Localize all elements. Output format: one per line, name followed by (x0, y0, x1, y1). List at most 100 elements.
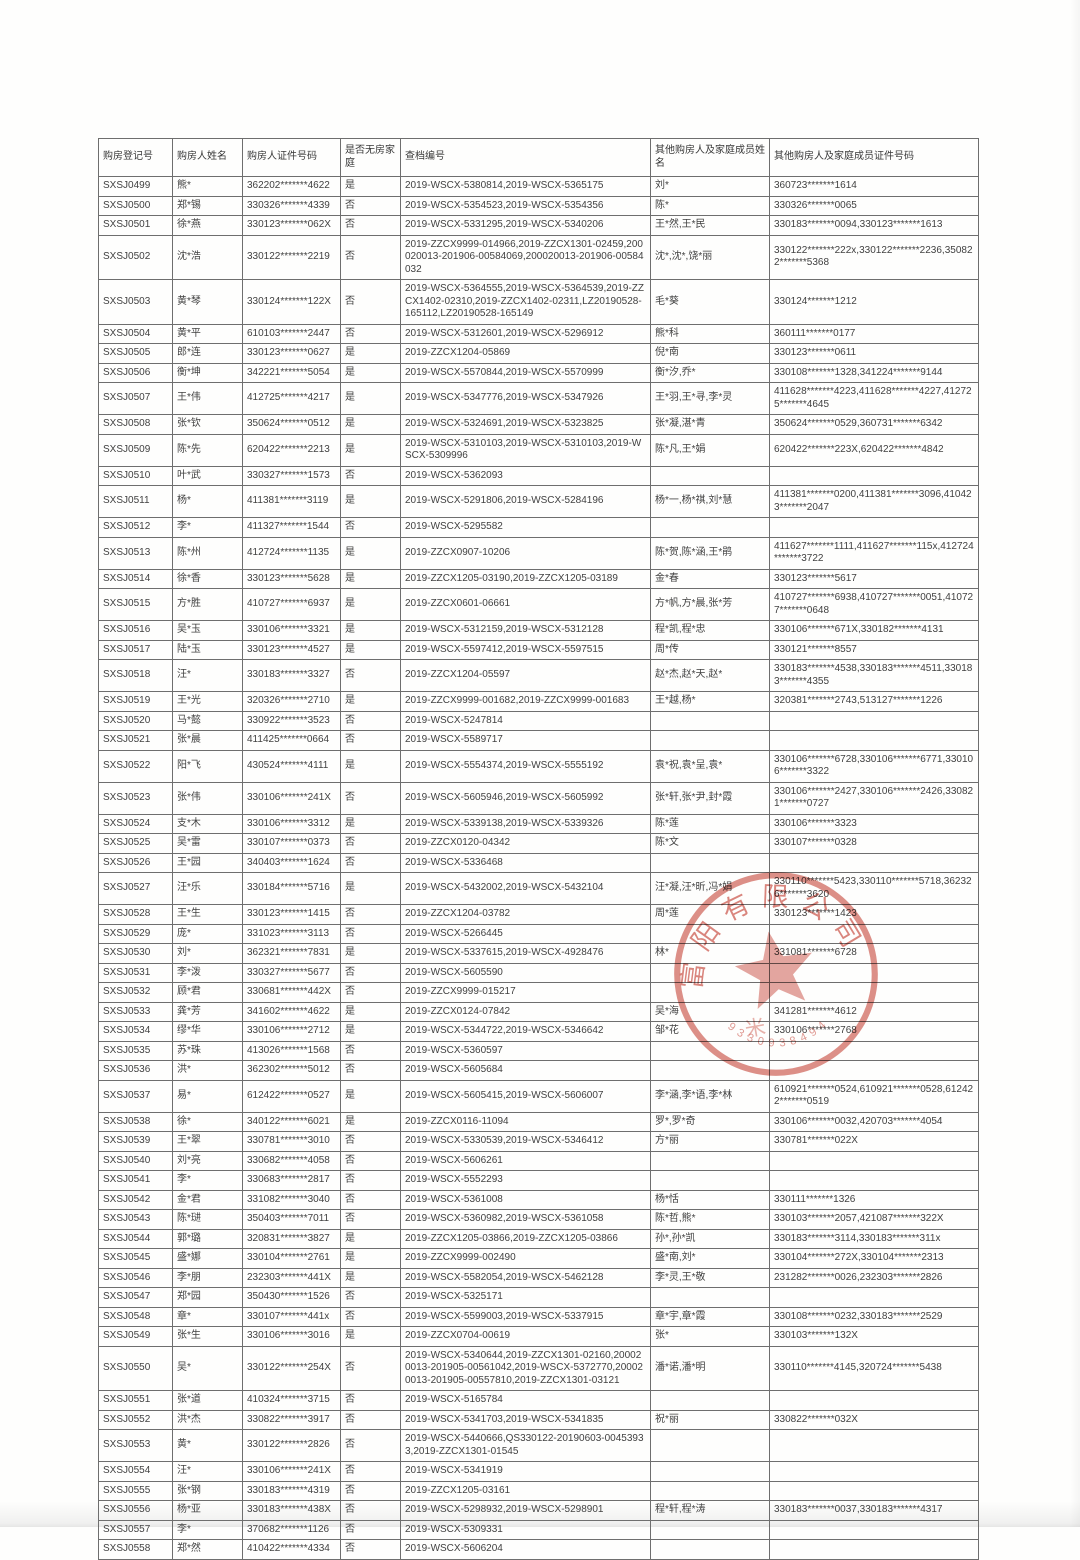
buyer-id-number: 370682*******1126 (242, 1519, 341, 1540)
reg-id: SXSJ0539 (98, 1131, 173, 1152)
buyer-id-number: 330183*******3327 (242, 659, 341, 692)
buyer-id-number: 330106*******3016 (242, 1326, 341, 1347)
table-row: SXSJ0510 叶*武 330327*******1573 否 2019-WSCX-5… (98, 465, 979, 486)
reg-id: SXSJ0542 (98, 1189, 173, 1210)
no-house-flag: 否 (340, 1461, 401, 1482)
other-members-names (650, 730, 770, 751)
buyer-name: 章* (172, 1306, 243, 1327)
no-house-flag: 是 (340, 943, 401, 964)
query-file-numbers: 2019-ZZCX1204-03782 (400, 904, 651, 925)
table-header: 购房登记号 购房人姓名 购房人证件号码 是否无房家庭 查档编号 其他购房人及家庭成员姓名其… (98, 138, 979, 177)
buyer-id-number: 362321*******7831 (242, 943, 341, 964)
other-members-names (650, 852, 770, 873)
no-house-flag: 是 (340, 568, 401, 589)
no-house-flag: 否 (340, 730, 401, 751)
query-file-numbers: 2019-WSCX-5362093 (400, 465, 651, 486)
other-members-names (650, 982, 770, 1003)
buyer-id-number: 341602*******4622 (242, 1001, 341, 1022)
reg-id: SXSJ0505 (98, 343, 173, 364)
buyer-id-number: 330682*******4058 (242, 1150, 341, 1171)
no-house-flag: 是 (340, 813, 401, 834)
other-members-names (650, 1480, 770, 1501)
table-row: SXSJ0533 龚*芳 341602*******4622 是 2019-ZZCX01… (98, 1001, 979, 1022)
no-house-flag: 否 (340, 1539, 401, 1560)
no-house-flag: 否 (340, 833, 401, 854)
other-members-names (650, 1429, 770, 1462)
other-members-names (650, 962, 770, 983)
query-file-numbers: 2019-WSCX-5344722,2019-WSCX-5346642 (400, 1021, 651, 1042)
records-table: 购房登记号 购房人姓名 购房人证件号码 是否无房家庭 查档编号 其他购房人及家庭成员姓名其… (98, 138, 979, 1560)
no-house-flag: 否 (340, 852, 401, 873)
query-file-numbers: 2019-ZZCX9999-002490 (400, 1248, 651, 1269)
buyer-name: 王*翠 (172, 1131, 243, 1152)
table-body: SXSJ0499 熊* 362202*******4622 是 2019-WSCX-53… (98, 176, 979, 1560)
query-file-numbers: 2019-ZZCX0124-07842 (400, 1001, 651, 1022)
reg-id: SXSJ0538 (98, 1111, 173, 1132)
buyer-id-number: 330106*******3312 (242, 813, 341, 834)
other-members-names: 周*传 (650, 639, 770, 660)
no-house-flag: 是 (340, 1248, 401, 1269)
other-members-names: 祝*丽 (650, 1409, 770, 1430)
query-file-numbers: 2019-WSCX-5605415,2019-WSCX-5606007 (400, 1079, 651, 1113)
no-house-flag: 否 (340, 1306, 401, 1327)
column-header-buyer-name: 购房人姓名 (172, 138, 243, 177)
buyer-id-number: 232303*******441X (242, 1267, 341, 1288)
other-members-names: 陈*莲 (650, 813, 770, 834)
no-house-flag: 是 (340, 588, 401, 621)
buyer-name: 刘* (172, 943, 243, 964)
buyer-name: 盛*娜 (172, 1248, 243, 1269)
buyer-id-number: 612422*******0527 (242, 1079, 341, 1113)
other-members-names: 王*羽,王*寻,李*灵 (650, 382, 770, 415)
reg-id: SXSJ0514 (98, 568, 173, 589)
other-members-id-numbers: 330108*******1328,341224*******9144 (769, 362, 979, 383)
other-members-id-numbers: 330183*******0037,330183*******4317 (769, 1500, 979, 1521)
reg-id: SXSJ0516 (98, 620, 173, 641)
other-members-id-numbers (769, 1287, 979, 1308)
buyer-name: 陈*州 (172, 536, 243, 570)
buyer-id-number: 331023*******3113 (242, 923, 341, 944)
buyer-name: 王*光 (172, 691, 243, 712)
column-header-reg-id: 购房登记号 (98, 138, 173, 177)
reg-id: SXSJ0519 (98, 691, 173, 712)
buyer-name: 汪* (172, 1461, 243, 1482)
no-house-flag: 是 (340, 749, 401, 783)
no-house-flag: 是 (340, 1228, 401, 1249)
reg-id: SXSJ0544 (98, 1228, 173, 1249)
buyer-name: 衡*坤 (172, 362, 243, 383)
table-row: SXSJ0558 郑*然 410422*******4334 否 2019-WSCX-5… (98, 1539, 979, 1560)
table-row: SXSJ0545 盛*娜 330104*******2761 是 2019-ZZCX99… (98, 1248, 979, 1269)
buyer-name: 李* (172, 1519, 243, 1540)
buyer-id-number: 330106*******3321 (242, 620, 341, 641)
buyer-id-number: 330106*******241X (242, 1461, 341, 1482)
reg-id: SXSJ0530 (98, 943, 173, 964)
buyer-id-number: 330183*******4319 (242, 1480, 341, 1501)
buyer-id-number: 620422*******2213 (242, 433, 341, 467)
table-row: SXSJ0506 衡*坤 342221*******5054 是 2019-WSCX-5… (98, 362, 979, 383)
no-house-flag: 否 (340, 710, 401, 731)
buyer-id-number: 330683*******2817 (242, 1170, 341, 1191)
buyer-id-number: 330922*******3523 (242, 710, 341, 731)
buyer-name: 金*君 (172, 1189, 243, 1210)
other-members-names: 孙*,孙*凯 (650, 1228, 770, 1249)
other-members-names: 章*宇,章*霞 (650, 1306, 770, 1327)
buyer-id-number: 330106*******241X (242, 781, 341, 815)
no-house-flag: 是 (340, 433, 401, 467)
no-house-flag: 否 (340, 1480, 401, 1501)
query-file-numbers: 2019-WSCX-5325171 (400, 1287, 651, 1308)
query-file-numbers: 2019-WSCX-5354523,2019-WSCX-5354356 (400, 195, 651, 216)
other-members-names (650, 517, 770, 538)
no-house-flag: 否 (340, 1287, 401, 1308)
buyer-name: 张*生 (172, 1326, 243, 1347)
other-members-id-numbers: 411381*******0200,411381*******3096,4104… (769, 485, 979, 518)
buyer-name: 黄*琴 (172, 279, 243, 325)
other-members-id-numbers (769, 710, 979, 731)
other-members-id-numbers (769, 1429, 979, 1462)
table-row: SXSJ0507 王*伟 412725*******4217 是 2019-WSCX-5… (98, 382, 979, 415)
reg-id: SXSJ0523 (98, 781, 173, 815)
query-file-numbers: 2019-ZZCX0116-11094 (400, 1111, 651, 1132)
query-file-numbers: 2019-WSCX-5554374,2019-WSCX-5555192 (400, 749, 651, 783)
buyer-name: 方*胜 (172, 588, 243, 621)
other-members-id-numbers: 330183*******3114,330183*******311x (769, 1228, 979, 1249)
other-members-id-numbers (769, 982, 979, 1003)
other-members-names: 张*轩,张*尹,封*霞 (650, 781, 770, 815)
